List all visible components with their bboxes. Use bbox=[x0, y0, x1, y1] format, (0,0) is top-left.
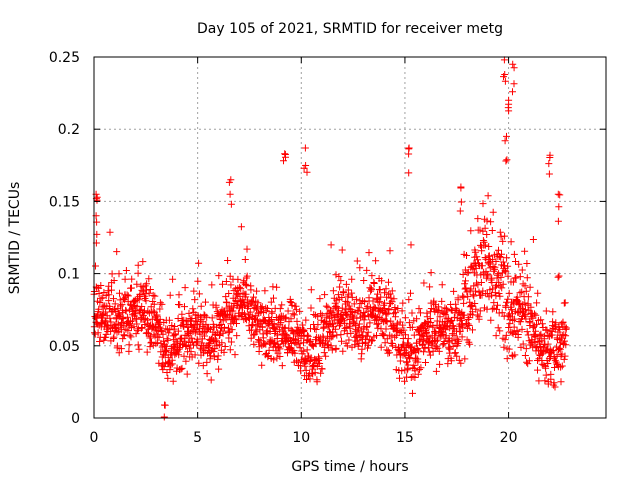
y-axis-label: SRMTID / TECUs bbox=[7, 182, 23, 295]
x-tick-label: 0 bbox=[90, 430, 99, 446]
scatter-series bbox=[90, 56, 570, 421]
y-tick-label: 0.25 bbox=[49, 50, 80, 66]
labels: Day 105 of 2021, SRMTID for receiver met… bbox=[7, 21, 503, 475]
y-tick-label: 0.05 bbox=[49, 339, 80, 355]
x-tick-label: 5 bbox=[193, 430, 202, 446]
y-tick-label: 0.15 bbox=[49, 194, 80, 210]
x-tick-label: 15 bbox=[396, 430, 414, 446]
x-axis-label: GPS time / hours bbox=[291, 459, 408, 475]
scatter-point-markers bbox=[90, 56, 570, 421]
y-tick-label: 0.2 bbox=[58, 122, 80, 138]
x-tick-label: 20 bbox=[500, 430, 518, 446]
chart-title: Day 105 of 2021, SRMTID for receiver met… bbox=[197, 21, 503, 37]
x-tick-label: 10 bbox=[292, 430, 310, 446]
plot-frame bbox=[93, 56, 607, 419]
axes: 0 5 10 15 20 0 0.05 0.1 0.15 0.2 0.25 bbox=[49, 50, 607, 446]
y-tick-label: 0.1 bbox=[58, 267, 80, 283]
y-tick-label: 0 bbox=[71, 411, 80, 427]
